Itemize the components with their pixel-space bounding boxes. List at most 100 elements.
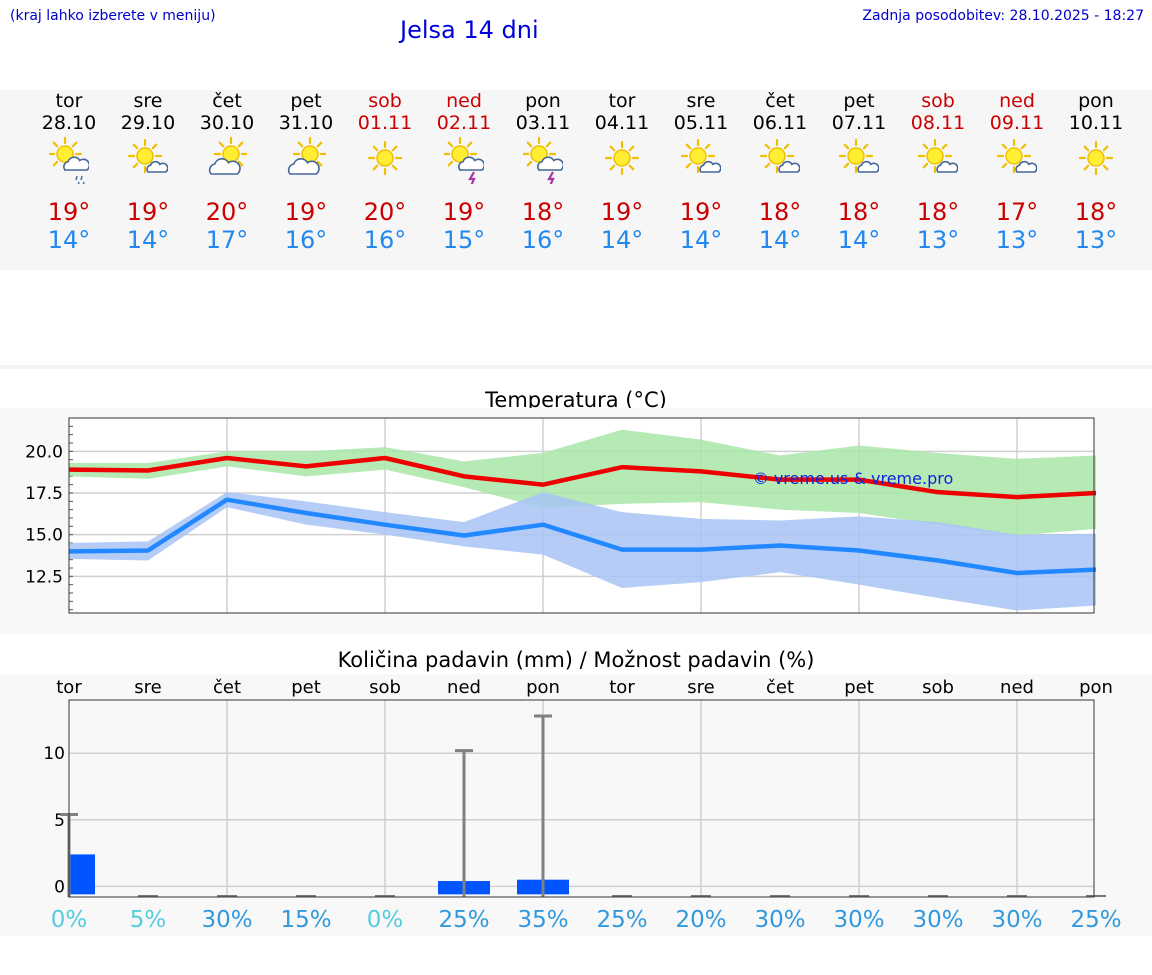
sun-small-cloud-icon — [839, 138, 879, 174]
day-name: sre — [133, 90, 163, 112]
day-column: tor 28.10 19° 14° — [29, 90, 109, 254]
day-date: 01.11 — [357, 112, 413, 134]
day-column: ned 02.11 19° 15° — [424, 90, 504, 254]
day-name: ned — [446, 90, 482, 112]
x-day-label: pon — [1079, 677, 1113, 698]
day-name: sre — [686, 90, 716, 112]
max-temp: 18° — [758, 198, 802, 226]
plot-frame — [68, 699, 1095, 898]
precipitation-chart-title: Količina padavin (mm) / Možnost padavin … — [337, 648, 815, 672]
y-tick-label: 5 — [54, 811, 65, 831]
x-day-label: čet — [213, 677, 241, 698]
x-day-label: sob — [369, 677, 401, 698]
x-day-label: sre — [687, 677, 714, 698]
max-temp: 19° — [284, 198, 328, 226]
min-temp: 14° — [126, 226, 170, 254]
day-date: 09.11 — [989, 112, 1045, 134]
sun-small-cloud-icon — [997, 138, 1037, 174]
day-date: 02.11 — [436, 112, 492, 134]
day-column: čet 30.10 20° 17° — [187, 90, 267, 254]
precipitation-probability: 30% — [754, 907, 805, 933]
y-tick-label: 17.5 — [25, 484, 63, 504]
last-update: Zadnja posodobitev: 28.10.2025 - 18:27 — [862, 8, 1144, 24]
location-hint: (kraj lahko izberete v meniju) — [10, 8, 216, 24]
day-name: ned — [999, 90, 1035, 112]
min-temp: 14° — [679, 226, 723, 254]
max-temp-line — [68, 455, 1097, 500]
max-temp: 20° — [205, 198, 249, 226]
precipitation-probability: 30% — [201, 907, 252, 933]
max-temp: 19° — [442, 198, 486, 226]
day-date: 07.11 — [831, 112, 887, 134]
max-temp: 18° — [916, 198, 960, 226]
day-date: 31.10 — [278, 112, 334, 134]
precipitation-probability: 15% — [280, 907, 331, 933]
y-tick-label: 20.0 — [25, 442, 63, 462]
max-temp: 17° — [995, 198, 1039, 226]
day-name: pet — [290, 90, 322, 112]
plot-area — [69, 700, 1094, 897]
precipitation-probability: 5% — [130, 907, 167, 933]
y-tick-label: 0 — [54, 877, 65, 897]
min-temp: 15° — [442, 226, 486, 254]
sun-cloud-rain-icon — [49, 136, 89, 184]
day-name: sob — [921, 90, 955, 112]
sun-small-cloud-icon — [128, 138, 168, 174]
precipitation-probability: 30% — [991, 907, 1042, 933]
max-temp: 19° — [679, 198, 723, 226]
min-temp: 14° — [600, 226, 644, 254]
plot-frame — [68, 417, 1095, 614]
min-temp: 13° — [1074, 226, 1118, 254]
day-column: sre 05.11 19° 14° — [661, 90, 741, 254]
x-day-label: sre — [134, 677, 161, 698]
precipitation-probability: 0% — [51, 907, 88, 933]
day-date: 30.10 — [199, 112, 255, 134]
day-column: ned 09.11 17° 13° — [977, 90, 1057, 254]
sun-thunderstorm-icon — [444, 136, 484, 184]
x-day-label: ned — [1000, 677, 1034, 698]
sun-icon — [367, 140, 403, 176]
x-day-label: pon — [526, 677, 560, 698]
day-column: pet 07.11 18° 14° — [819, 90, 899, 254]
sun-small-cloud-icon — [918, 138, 958, 174]
day-date: 28.10 — [41, 112, 97, 134]
max-temp-range-band — [69, 429, 1096, 536]
x-day-label: tor — [56, 677, 82, 698]
precipitation-probability: 0% — [367, 907, 404, 933]
min-temp-range-band — [69, 492, 1096, 611]
x-day-label: pet — [291, 677, 321, 698]
day-name: pon — [525, 90, 561, 112]
sun-small-cloud-icon — [681, 138, 721, 174]
min-temp: 16° — [521, 226, 565, 254]
sun-cloud-icon — [208, 136, 247, 175]
day-column: čet 06.11 18° 14° — [740, 90, 820, 254]
sun-small-cloud-icon — [760, 138, 800, 174]
sun-icon — [604, 140, 640, 176]
y-tick-label: 10 — [43, 744, 65, 764]
precipitation-probability: 25% — [596, 907, 647, 933]
day-name: pon — [1078, 90, 1114, 112]
page-title: Jelsa 14 dni — [400, 16, 539, 44]
precipitation-chart: tor sre čet pet sob ned pon tor sre čet pet sob ned p… — [0, 674, 1152, 936]
max-temp: 19° — [47, 198, 91, 226]
day-date: 10.11 — [1068, 112, 1124, 134]
day-name: čet — [212, 90, 242, 112]
x-day-label: tor — [609, 677, 635, 698]
day-column: sob 01.11 20° 16° — [345, 90, 425, 254]
min-temp: 13° — [916, 226, 960, 254]
max-temp: 18° — [1074, 198, 1118, 226]
x-day-label: pet — [844, 677, 874, 698]
day-column: pet 31.10 19° 16° — [266, 90, 346, 254]
divider — [0, 365, 1152, 369]
max-temp: 19° — [600, 198, 644, 226]
max-temp: 20° — [363, 198, 407, 226]
min-temp: 14° — [47, 226, 91, 254]
y-tick-label: 12.5 — [25, 567, 63, 587]
temperature-chart: 12.5 15.0 17.5 20.0 © vreme.us & vreme.pro — [0, 408, 1152, 634]
day-date: 05.11 — [673, 112, 729, 134]
sun-thunderstorm-icon — [523, 136, 563, 184]
min-temp: 16° — [363, 226, 407, 254]
precipitation-probability: 25% — [438, 907, 489, 933]
day-column: tor 04.11 19° 14° — [582, 90, 662, 254]
sun-cloud-icon — [287, 136, 326, 175]
